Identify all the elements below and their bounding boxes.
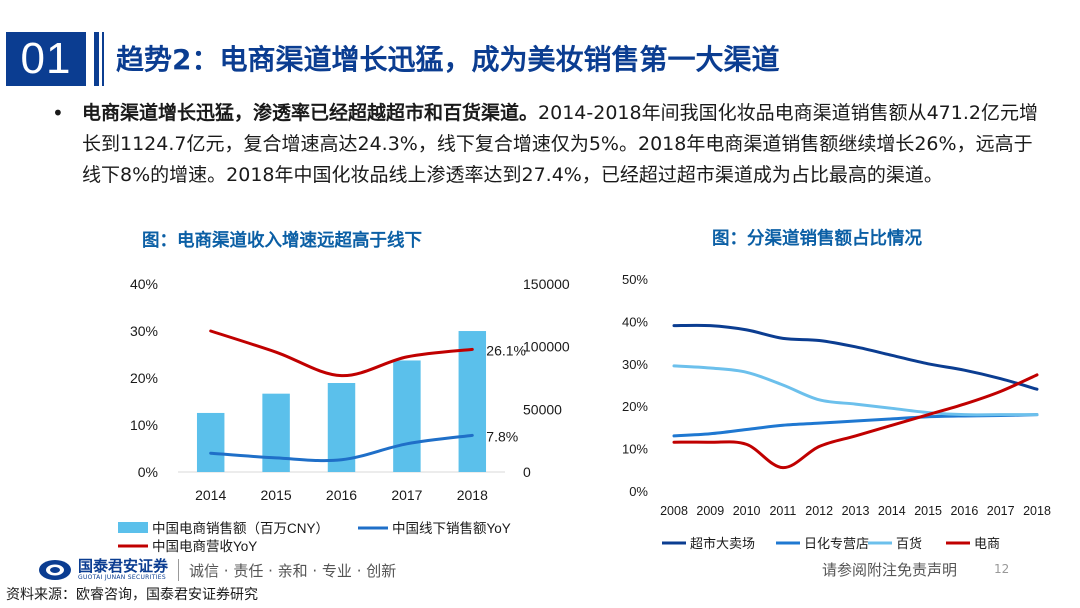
data-source: 资料来源：欧睿咨询，国泰君安证券研究 bbox=[6, 587, 258, 603]
bar-ecommerce-sales bbox=[262, 393, 290, 472]
data-label: 26.1% bbox=[486, 342, 526, 358]
slide-title: 趋势2：电商渠道增长迅猛，成为美妆销售第一大渠道 bbox=[116, 43, 780, 76]
y-tick-label: 50% bbox=[622, 272, 648, 287]
x-tick-label: 2011 bbox=[769, 504, 796, 518]
right-y-tick-label: 150000 bbox=[523, 276, 570, 292]
line-百货 bbox=[672, 364, 1039, 417]
y-tick-label: 20% bbox=[622, 399, 648, 414]
y-tick-label: 10% bbox=[622, 442, 648, 457]
right-y-tick-label: 50000 bbox=[523, 401, 562, 417]
data-label: 7.8% bbox=[486, 428, 518, 444]
x-tick-label: 2014 bbox=[878, 504, 906, 518]
bar-ecommerce-sales bbox=[196, 412, 225, 472]
footer-brand: 国泰君安证券 GUOTAI JUNAN SECURITIES 诚信 · 责任 ·… bbox=[38, 556, 396, 584]
bullet-bold-text: 电商渠道增长迅猛，渗透率已经超越超市和百货渠道。 bbox=[82, 102, 539, 124]
right-chart-title: 图：分渠道销售额占比情况 bbox=[712, 229, 922, 249]
left-y-tick-label: 30% bbox=[130, 323, 158, 339]
legend-label: 超市大卖场 bbox=[690, 536, 755, 551]
left-y-tick-label: 10% bbox=[130, 417, 158, 433]
y-tick-label: 40% bbox=[622, 314, 648, 329]
line-offline-yoy bbox=[209, 433, 474, 463]
header-divider-thin bbox=[102, 32, 104, 86]
x-tick-label: 2018 bbox=[1023, 504, 1051, 518]
x-tick-label: 2017 bbox=[987, 504, 1015, 518]
right-y-tick-label: 100000 bbox=[523, 339, 570, 355]
line-日化专营店 bbox=[672, 413, 1039, 438]
slide-number: 01 bbox=[6, 32, 86, 86]
left-chart-title: 图：电商渠道收入增速远超高于线下 bbox=[142, 231, 422, 251]
bullet-text: 电商渠道增长迅猛，渗透率已经超越超市和百货渠道。2014-2018年间我国化妆品… bbox=[82, 98, 1042, 191]
logo-cn: 国泰君安证券 bbox=[78, 557, 169, 575]
y-tick-label: 30% bbox=[622, 357, 648, 372]
x-tick-label: 2016 bbox=[950, 504, 978, 518]
footer-divider bbox=[178, 559, 180, 581]
x-tick-label: 2014 bbox=[195, 487, 226, 503]
right-chart: 0% 10% 20% 30% 40% 50% 2008 2009 2010 2011 2012 201… bbox=[622, 272, 1051, 551]
legend-label: 中国电商营收YoY bbox=[152, 539, 257, 554]
logo-en: GUOTAI JUNAN SECURITIES bbox=[78, 574, 166, 581]
bar-ecommerce-sales bbox=[458, 331, 487, 472]
left-y-tick-label: 40% bbox=[130, 276, 158, 292]
legend-label: 百货 bbox=[896, 536, 922, 551]
company-logo-icon bbox=[38, 558, 72, 582]
footer-motto: 诚信 · 责任 · 亲和 · 专业 · 创新 bbox=[189, 561, 397, 580]
x-tick-label: 2009 bbox=[696, 504, 724, 518]
left-y-tick-label: 0% bbox=[138, 464, 158, 480]
x-tick-label: 2015 bbox=[261, 487, 292, 503]
line-ecommerce-yoy bbox=[209, 329, 474, 378]
page-number: 12 bbox=[994, 562, 1010, 576]
legend-swatch bbox=[118, 522, 148, 533]
x-tick-label: 2012 bbox=[805, 504, 833, 518]
legend-label: 中国电商销售额（百万CNY） bbox=[152, 521, 329, 536]
bullet-dot: • bbox=[52, 101, 64, 125]
line-电商 bbox=[672, 373, 1039, 470]
x-tick-label: 2016 bbox=[326, 487, 357, 503]
bullet-body-text: 2014-2018年间我国化妆品电商渠道销售额从471.2亿元增长到1124.7… bbox=[82, 102, 1038, 186]
x-tick-label: 2013 bbox=[842, 504, 870, 518]
x-tick-label: 2015 bbox=[914, 504, 942, 518]
slide-header: 01 趋势2：电商渠道增长迅猛，成为美妆销售第一大渠道 bbox=[0, 22, 1080, 86]
legend-label: 中国线下销售额YoY bbox=[392, 521, 511, 536]
x-tick-label: 2018 bbox=[457, 487, 488, 503]
x-tick-label: 2010 bbox=[733, 504, 761, 518]
line-超市大卖场 bbox=[672, 323, 1039, 391]
bar-ecommerce-sales bbox=[393, 360, 421, 472]
right-y-tick-label: 0 bbox=[523, 464, 531, 480]
left-y-tick-label: 20% bbox=[130, 370, 158, 386]
footer-disclaimer: 请参阅附注免责声明 bbox=[822, 561, 958, 579]
legend-label: 电商 bbox=[974, 536, 1000, 551]
legend-label: 日化专营店 bbox=[804, 536, 869, 551]
left-chart: 0% 10% 20% 30% 40% 0 50000 100000 150000 2014 2015… bbox=[118, 276, 570, 554]
x-tick-label: 2017 bbox=[391, 487, 422, 503]
header-divider bbox=[94, 32, 99, 86]
y-tick-label: 0% bbox=[629, 484, 648, 499]
x-tick-label: 2008 bbox=[660, 504, 688, 518]
